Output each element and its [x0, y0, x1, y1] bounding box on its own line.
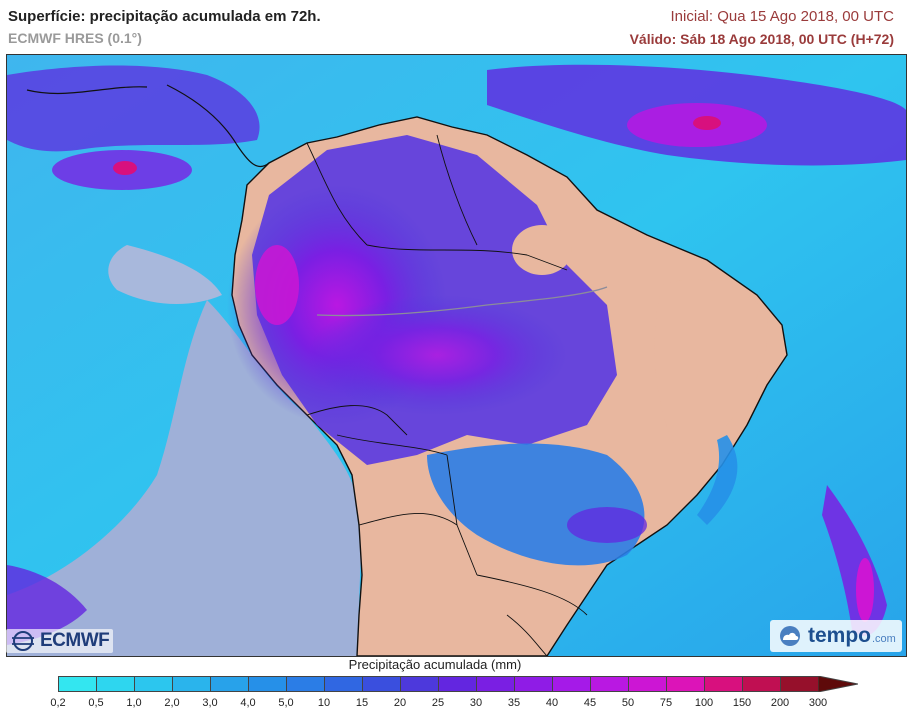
chart-title: Superfície: precipitação acumulada em 72…: [8, 8, 321, 25]
legend-color-cell: [58, 676, 96, 692]
legend-tick-label: 0,5: [88, 697, 104, 709]
southern-brazil-rain: [567, 507, 647, 543]
legend-tick-label: 100: [694, 697, 714, 709]
model-label: ECMWF HRES (0.1°): [8, 30, 142, 46]
legend-tick-label: 2,0: [164, 697, 180, 709]
legend-tick-label: 3,0: [202, 697, 218, 709]
legend-tick-label: 20: [393, 697, 407, 709]
legend-color-cell: [286, 676, 324, 692]
central-america-coast: [26, 84, 270, 168]
legend-tick-label: 25: [431, 697, 445, 709]
legend-color-cell: [210, 676, 248, 692]
cloud-icon: [780, 626, 800, 646]
caribbean-rain-peak: [113, 161, 137, 175]
map-canvas: [7, 55, 906, 656]
legend-color-cell: [134, 676, 172, 692]
legend-tick-label: 4,0: [240, 697, 256, 709]
legend-color-cell: [248, 676, 286, 692]
brazil-coast-rain: [697, 435, 738, 525]
tempo-logo-text: tempo: [808, 624, 871, 647]
legend-color-cell: [704, 676, 742, 692]
initial-time: Inicial: Qua 15 Ago 2018, 00 UTC: [670, 8, 894, 25]
legend-color-cell: [742, 676, 780, 692]
legend-color-cell: [780, 676, 818, 692]
legend-tick-label: 30: [469, 697, 483, 709]
legend-color-cell: [476, 676, 514, 692]
tempo-logo[interactable]: tempo .com: [770, 620, 902, 652]
guiana-dry-patch: [512, 225, 572, 275]
legend-tick-label: 35: [507, 697, 521, 709]
amazon-rain-core-east: [307, 295, 567, 415]
legend-colorbar: [58, 676, 858, 692]
legend-color-cell: [400, 676, 438, 692]
legend-tick-label: 200: [770, 697, 790, 709]
legend-tick-label: 15: [355, 697, 369, 709]
legend-tick-label: 40: [545, 697, 559, 709]
ecmwf-logo-icon: [12, 631, 34, 651]
legend-tick-label: 0,2: [50, 697, 66, 709]
ecmwf-logo-text: ECMWF: [40, 630, 110, 651]
legend-color-cell: [96, 676, 134, 692]
pacific-dry-area-north: [108, 245, 222, 305]
southwest-pacific-rain: [7, 565, 87, 645]
legend-tick-label: 10: [317, 697, 331, 709]
legend-tick-label: 50: [621, 697, 635, 709]
legend-color-cell: [590, 676, 628, 692]
precipitation-map[interactable]: [6, 54, 907, 657]
legend-color-cell: [666, 676, 704, 692]
andes-rain-peak: [255, 245, 299, 325]
atlantic-rain-peak: [693, 116, 721, 130]
legend-color-cell: [514, 676, 552, 692]
legend-title: Precipitação acumulada (mm): [348, 657, 522, 672]
legend-tick-label: 45: [583, 697, 597, 709]
legend-color-cell: [628, 676, 666, 692]
legend-tick-label: 1,0: [126, 697, 142, 709]
legend-tick-label: 150: [732, 697, 752, 709]
south-atlantic-front-core: [856, 558, 874, 622]
legend-color-cell: [324, 676, 362, 692]
legend-color-cell: [172, 676, 210, 692]
amazon-river: [316, 286, 608, 317]
country-borders: [306, 134, 588, 656]
valid-time: Válido: Sáb 18 Ago 2018, 00 UTC (H+72): [629, 31, 894, 47]
legend-overflow-arrow: [818, 676, 858, 692]
caribbean-rain-band: [7, 65, 260, 152]
legend-tick-label: 300: [808, 697, 828, 709]
legend-tick-label: 5,0: [278, 697, 294, 709]
legend-color-cell: [362, 676, 400, 692]
legend-color-cell: [552, 676, 590, 692]
legend-color-cell: [438, 676, 476, 692]
tempo-logo-domain: .com: [872, 633, 896, 645]
northeast-brazil-dry: [654, 279, 768, 455]
ecmwf-logo: ECMWF: [6, 629, 114, 653]
legend-tick-label: 75: [659, 697, 673, 709]
legend-labels: 0,2 0,5 1,0 2,0 3,0 4,0 5,0 10 15 20 25 30 35 40 45 50 7…: [0, 697, 910, 711]
